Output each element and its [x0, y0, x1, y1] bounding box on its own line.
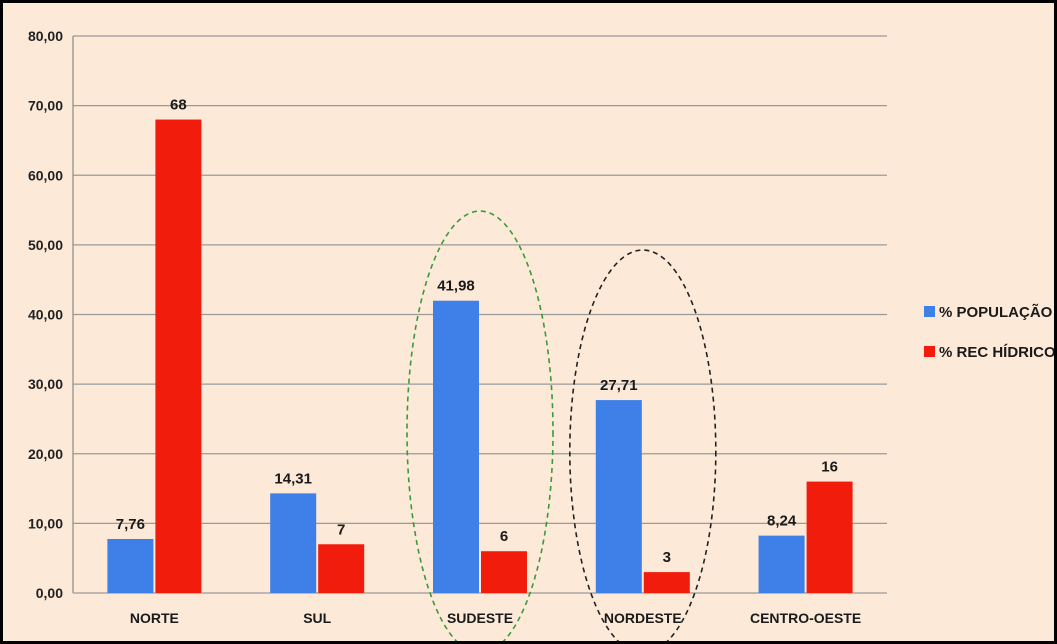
legend-label: % REC HÍDRICOS	[939, 344, 1054, 361]
bar-populacao	[107, 538, 154, 593]
data-label: 41,98	[437, 278, 475, 295]
data-label: 27,71	[600, 377, 638, 394]
y-tick-label: 80,00	[28, 28, 63, 44]
category-labels: NORTE SUL SUDESTE NORDESTE CENTRO-OESTE	[130, 610, 861, 626]
data-labels: 7,76 68 14,31 7 41,98 6 27,71 3 8,24 16	[116, 97, 838, 567]
bar-populacao	[270, 493, 317, 593]
data-label: 14,31	[274, 470, 312, 487]
y-axis-ticks: 0,00 10,00 20,00 30,00 40,00 50,00 60,00 70,00 8…	[28, 28, 63, 601]
legend-swatch	[924, 346, 935, 357]
bar-rec-hidricos	[806, 481, 853, 593]
y-tick-label: 50,00	[28, 237, 63, 253]
data-label: 3	[663, 549, 671, 566]
legend-swatch	[924, 306, 935, 317]
y-tick-label: 40,00	[28, 307, 63, 323]
data-label: 6	[500, 528, 508, 545]
data-label: 7,76	[116, 516, 145, 533]
bar-populacao	[595, 400, 642, 593]
bar-rec-hidricos	[481, 551, 527, 593]
highlight-ellipse	[569, 249, 717, 641]
gridlines	[72, 35, 887, 594]
category-label: NORTE	[130, 610, 179, 626]
annotations	[406, 210, 717, 641]
y-tick-label: 20,00	[28, 446, 63, 462]
y-tick-label: 0,00	[36, 585, 63, 601]
y-tick-label: 70,00	[28, 98, 63, 114]
bar-populacao	[433, 300, 479, 593]
category-label: SUL	[303, 610, 331, 626]
category-label: NORDESTE	[604, 610, 682, 626]
data-label: 68	[170, 97, 187, 114]
legend: % POPULAÇÃO % REC HÍDRICOS	[924, 303, 1054, 361]
y-tick-label: 60,00	[28, 167, 63, 183]
bar-populacao	[758, 535, 805, 593]
bars	[107, 119, 853, 594]
category-label: SUDESTE	[447, 610, 513, 626]
y-tick-label: 10,00	[28, 515, 63, 531]
y-tick-label: 30,00	[28, 376, 63, 392]
data-label: 16	[821, 459, 838, 476]
highlight-ellipse	[406, 210, 554, 641]
category-label: CENTRO-OESTE	[750, 610, 861, 626]
bar-chart: 0,00 10,00 20,00 30,00 40,00 50,00 60,00 70,00 8…	[28, 28, 1054, 641]
legend-label: % POPULAÇÃO	[939, 303, 1053, 321]
bar-rec-hidricos	[155, 119, 202, 594]
data-label: 7	[337, 521, 345, 538]
data-label: 8,24	[767, 513, 797, 530]
bar-rec-hidricos	[643, 572, 690, 593]
bar-rec-hidricos	[318, 544, 365, 593]
